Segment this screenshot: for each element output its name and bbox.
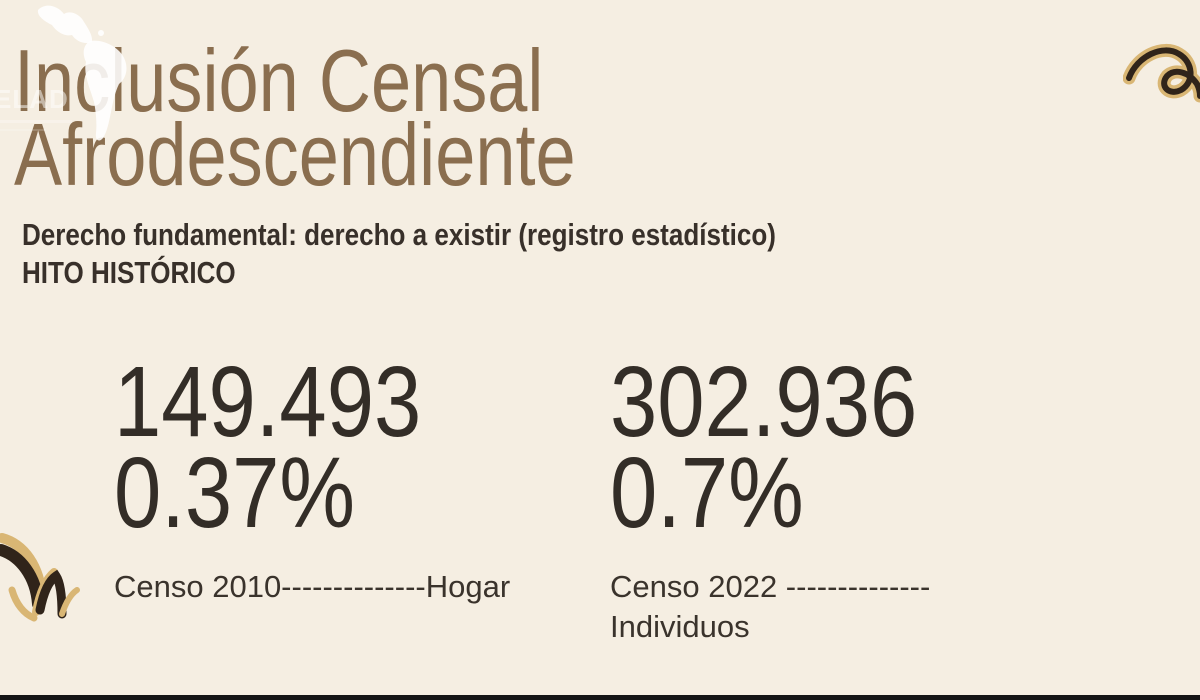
latin-america-map-icon — [37, 5, 127, 141]
subtitle-line-2: HITO HISTÓRICO — [22, 255, 236, 290]
watermark-text: ELAD — [0, 84, 69, 114]
stat-value-2010: 149.493 — [114, 346, 422, 458]
watermark-subline — [0, 129, 46, 131]
stat-percent-2022: 0.7% — [610, 437, 804, 549]
stat-label-2010: Censo 2010--------------Hogar — [114, 567, 510, 607]
subtitle-line-1: Derecho fundamental: derecho a existir (… — [22, 217, 776, 252]
slide-subtitle: Derecho fundamental: derecho a existir (… — [22, 216, 776, 292]
stat-censo-2022: 302.936 0.7% Censo 2022 -------------- I… — [610, 346, 971, 647]
watermark-subline — [0, 120, 72, 123]
flourish-ornament-icon — [0, 533, 80, 622]
stat-label-line: Individuos — [610, 609, 750, 644]
swirl-ornament-icon — [1123, 43, 1200, 103]
stat-label-2022: Censo 2022 -------------- Individuos — [610, 567, 971, 647]
stat-label-line: Censo 2010--------------Hogar — [114, 569, 511, 604]
stat-value-2022: 302.936 — [610, 346, 918, 458]
stat-percent-2010: 0.37% — [114, 437, 356, 549]
stat-label-line: Censo 2022 -------------- — [610, 569, 931, 604]
bottom-video-bar — [0, 695, 1200, 700]
stat-censo-2010: 149.493 0.37% Censo 2010--------------Ho… — [114, 346, 510, 607]
